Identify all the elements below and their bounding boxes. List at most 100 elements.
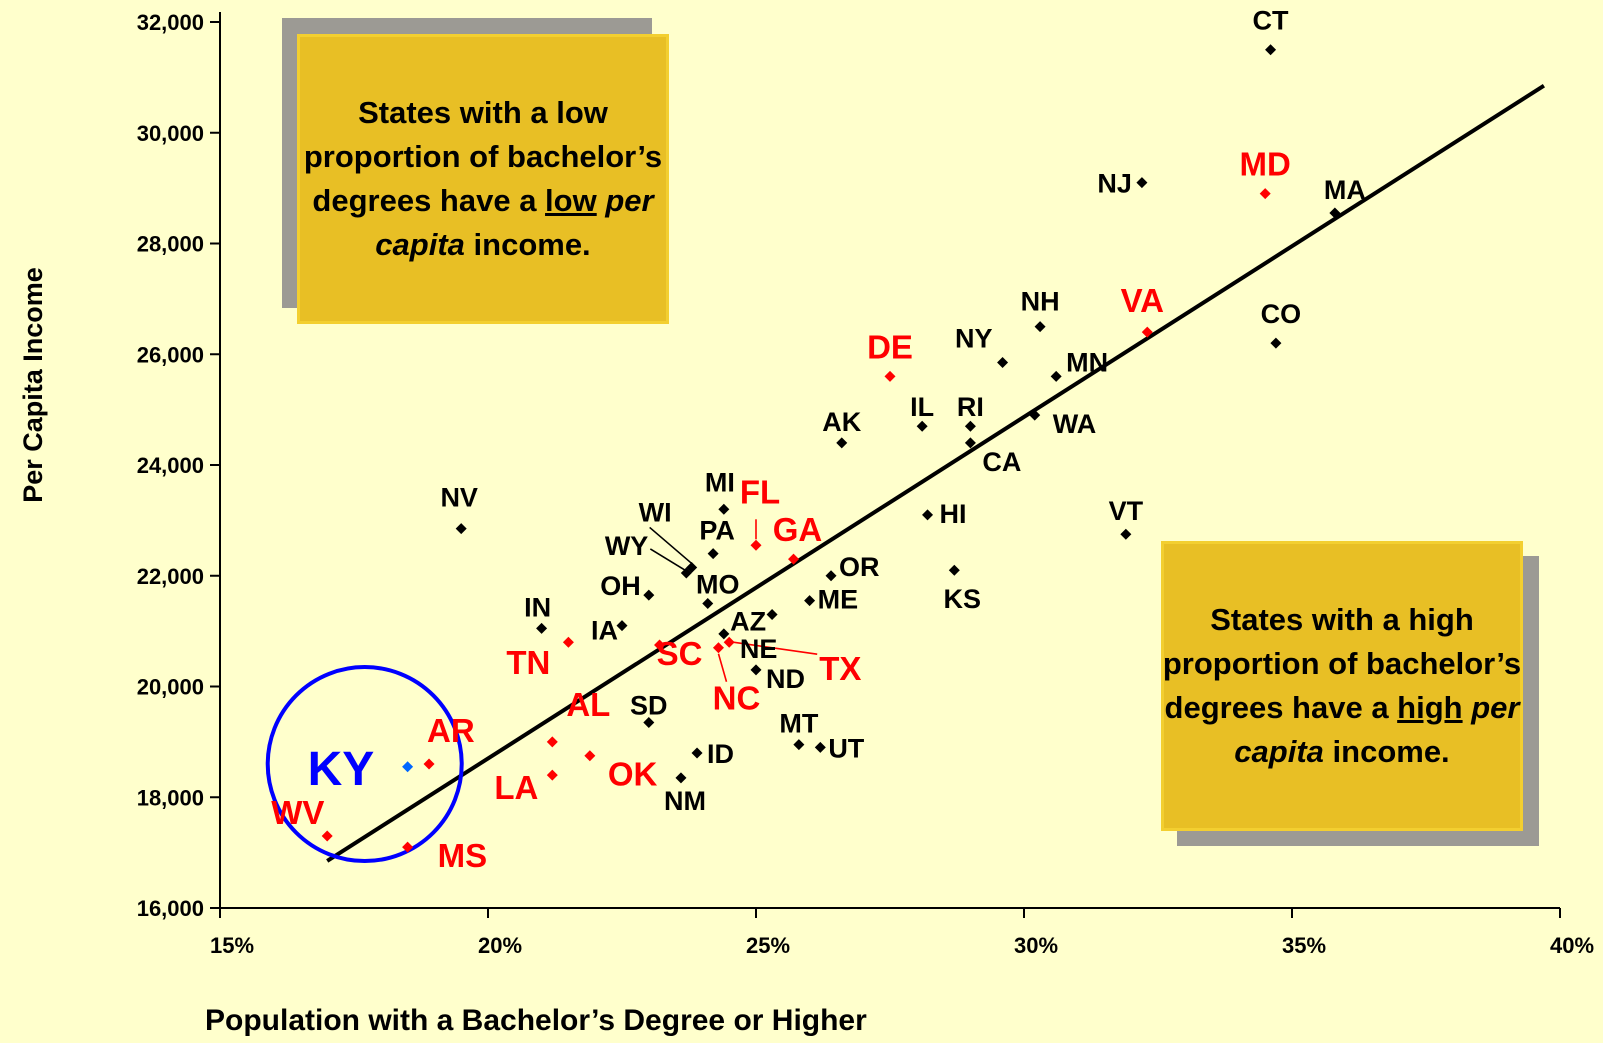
low-callout-emph: low bbox=[545, 183, 597, 218]
data-point bbox=[718, 628, 730, 640]
data-point bbox=[643, 716, 655, 728]
point-label: AZ bbox=[730, 607, 766, 637]
data-point bbox=[997, 357, 1009, 369]
point-label: AR bbox=[427, 712, 475, 749]
high-callout-emph: high bbox=[1397, 690, 1463, 725]
low-callout-prefix: States with a low proportion of bachelor… bbox=[303, 95, 663, 218]
data-point bbox=[1270, 337, 1282, 349]
y-tick-label: 22,000 bbox=[137, 564, 204, 589]
point-label: AL bbox=[566, 686, 610, 723]
data-point bbox=[766, 609, 778, 621]
data-point bbox=[546, 769, 558, 781]
point-label: OH bbox=[600, 571, 641, 601]
data-point bbox=[750, 664, 762, 676]
leader-line bbox=[649, 526, 693, 565]
data-points bbox=[321, 44, 1341, 853]
data-point bbox=[1120, 528, 1132, 540]
high-callout-prefix: States with a high proportion of bachelo… bbox=[1162, 602, 1522, 725]
point-label: ME bbox=[818, 585, 859, 615]
data-point bbox=[654, 639, 666, 651]
low-callout-italic: per capita bbox=[375, 183, 654, 262]
x-tick-label: 30% bbox=[1014, 933, 1058, 958]
data-point bbox=[723, 636, 735, 648]
point-label: TN bbox=[506, 644, 550, 681]
data-point bbox=[884, 370, 896, 382]
tick-labels: 16,000 18,000 20,000 22,000 24,000 26,000 28,0… bbox=[137, 10, 1594, 958]
point-labels: CT NJ MD MA NH VA CO NY MN DE WA IL RI CA AK MI HI NV VT FL… bbox=[271, 6, 1366, 874]
y-tick-label: 16,000 bbox=[137, 896, 204, 921]
point-label: AK bbox=[822, 407, 861, 437]
point-label: PA bbox=[699, 516, 735, 546]
point-label: SC bbox=[657, 635, 703, 672]
point-label: HI bbox=[940, 499, 967, 529]
point-label: WY bbox=[605, 531, 649, 561]
point-label: IN bbox=[524, 592, 551, 622]
data-point bbox=[1259, 188, 1271, 200]
point-label: WI bbox=[639, 497, 672, 527]
point-label: CO bbox=[1261, 299, 1302, 329]
point-label: ND bbox=[766, 664, 805, 694]
data-point bbox=[1050, 370, 1062, 382]
data-point bbox=[707, 548, 719, 560]
data-point bbox=[702, 597, 714, 609]
leader-line bbox=[733, 641, 818, 655]
point-label: IA bbox=[591, 616, 618, 646]
data-point bbox=[675, 772, 687, 784]
data-point bbox=[455, 523, 467, 535]
y-tick-label: 32,000 bbox=[137, 10, 204, 35]
data-point bbox=[718, 503, 730, 515]
data-point bbox=[691, 747, 703, 759]
data-point bbox=[793, 739, 805, 751]
data-point bbox=[964, 437, 976, 449]
data-point bbox=[1265, 44, 1277, 56]
data-point bbox=[1136, 177, 1148, 189]
point-label: DE bbox=[867, 328, 913, 365]
high-callout-italic: per capita bbox=[1234, 690, 1520, 769]
data-point bbox=[616, 620, 628, 632]
x-tick-label: 25% bbox=[746, 933, 790, 958]
data-point bbox=[825, 570, 837, 582]
data-point bbox=[562, 636, 574, 648]
data-point bbox=[750, 539, 762, 551]
high-callout-suffix: income. bbox=[1332, 734, 1450, 769]
point-label: MD bbox=[1240, 146, 1291, 183]
data-point bbox=[321, 830, 333, 842]
point-label: MA bbox=[1324, 175, 1366, 205]
point-label: SD bbox=[630, 690, 668, 720]
point-label: LA bbox=[494, 769, 538, 806]
point-label: TX bbox=[819, 650, 861, 687]
point-label: KY bbox=[308, 743, 375, 796]
data-point bbox=[964, 420, 976, 432]
low-income-callout: States with a low proportion of bachelor… bbox=[297, 34, 669, 324]
data-point bbox=[804, 595, 816, 607]
point-label: NY bbox=[955, 324, 993, 354]
y-tick-label: 18,000 bbox=[137, 785, 204, 810]
point-label: NC bbox=[713, 680, 761, 717]
data-point bbox=[1034, 321, 1046, 333]
point-label: MS bbox=[438, 837, 488, 874]
point-label: UT bbox=[828, 733, 864, 763]
data-point bbox=[423, 758, 435, 770]
y-tick-label: 30,000 bbox=[137, 121, 204, 146]
y-tick-label: 26,000 bbox=[137, 342, 204, 367]
data-point bbox=[536, 622, 548, 634]
data-point bbox=[680, 567, 692, 579]
point-label: NJ bbox=[1097, 169, 1132, 199]
low-callout-text: States with a low proportion of bachelor… bbox=[297, 91, 669, 267]
point-label: OR bbox=[839, 552, 880, 582]
trendline-group bbox=[265, 83, 1545, 864]
data-point bbox=[546, 736, 558, 748]
high-callout-text: States with a high proportion of bachelo… bbox=[1161, 598, 1523, 774]
data-point bbox=[584, 750, 596, 762]
data-point bbox=[1029, 409, 1041, 421]
y-axis-label: Per Capita Income bbox=[18, 267, 48, 503]
point-label: VA bbox=[1121, 282, 1164, 319]
point-label: WV bbox=[271, 794, 324, 831]
trendline bbox=[326, 83, 1545, 863]
data-point bbox=[836, 437, 848, 449]
y-tick-label: 24,000 bbox=[137, 453, 204, 478]
point-label: NH bbox=[1021, 287, 1060, 317]
ky-highlight-circle bbox=[265, 665, 464, 864]
data-point bbox=[922, 509, 934, 521]
